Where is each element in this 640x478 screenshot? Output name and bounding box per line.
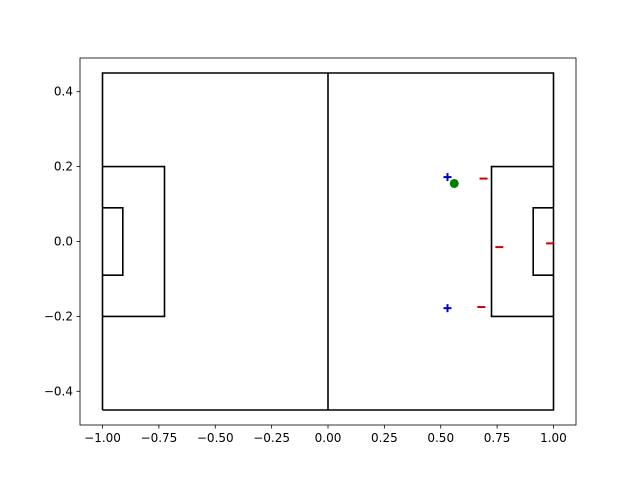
- x-tick-label: 0.50: [427, 431, 454, 445]
- y-tick-label: −0.2: [44, 309, 73, 323]
- field-lines: [101, 72, 555, 411]
- ball-marker: [449, 178, 459, 188]
- y-tick-label: 0.4: [54, 85, 73, 99]
- x-tick-label: −1.00: [84, 431, 121, 445]
- field-boundary: [101, 72, 555, 411]
- left-penalty-box: [102, 165, 166, 318]
- right-goal-box: [532, 207, 554, 277]
- x-tick-label: −0.25: [253, 431, 290, 445]
- right-penalty-box: [490, 165, 554, 318]
- x-axis-ticks: −1.00 −0.75 −0.50 −0.25 0.00 0.25 0.50 0.75 1.00: [84, 425, 567, 445]
- x-tick-label: −0.75: [141, 431, 178, 445]
- x-tick-label: 0.00: [315, 431, 342, 445]
- y-tick-label: 0.0: [54, 235, 73, 249]
- plus-marker: [443, 173, 452, 182]
- left-goal-box: [102, 207, 124, 277]
- y-axis-ticks: −0.4 −0.2 0.0 0.2 0.4: [44, 85, 80, 398]
- plus-marker: [443, 304, 452, 313]
- y-tick-label: −0.4: [44, 384, 73, 398]
- y-tick-label: 0.2: [54, 160, 73, 174]
- markers: [443, 173, 555, 313]
- x-tick-label: 0.75: [484, 431, 511, 445]
- x-tick-label: 1.00: [540, 431, 567, 445]
- x-tick-label: −0.50: [197, 431, 234, 445]
- x-tick-label: 0.25: [371, 431, 398, 445]
